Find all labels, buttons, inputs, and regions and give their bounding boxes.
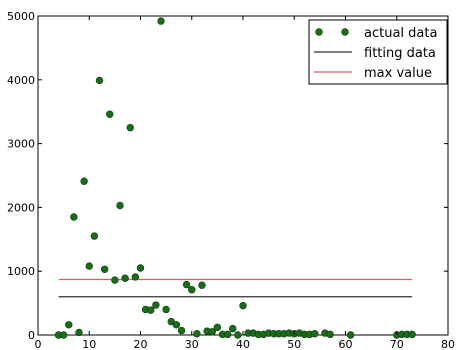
y-tick-label: 3000	[7, 138, 35, 151]
data-point	[95, 76, 104, 85]
x-tick-label: 20	[134, 338, 148, 350]
x-tick-label: 60	[339, 338, 353, 350]
data-point	[239, 301, 247, 310]
data-point	[346, 331, 355, 339]
data-point	[229, 324, 237, 333]
legend-label: fitting data	[364, 46, 436, 61]
data-point	[100, 265, 109, 273]
data-point	[213, 323, 222, 332]
data-point	[408, 330, 416, 339]
data-point	[65, 321, 73, 329]
x-axis: 0 10 20 30 40 50 60 70 80	[35, 16, 455, 350]
y-tick-label: 1000	[7, 265, 35, 278]
legend-label: max value	[364, 66, 432, 81]
data-point	[188, 286, 196, 294]
y-tick-label: 5000	[7, 10, 35, 23]
data-point	[234, 331, 242, 339]
data-point	[311, 330, 319, 338]
data-point	[162, 305, 170, 314]
data-point	[326, 330, 334, 339]
data-point	[157, 17, 165, 25]
data-point	[177, 326, 186, 335]
data-point	[90, 232, 99, 240]
data-point	[121, 274, 129, 282]
x-tick-label: 40	[236, 338, 250, 350]
x-tick-label: 10	[82, 338, 96, 350]
data-point	[172, 321, 181, 329]
data-point	[126, 123, 134, 132]
data-point	[147, 306, 155, 314]
x-tick-label: 30	[185, 338, 199, 350]
data-point	[208, 328, 216, 336]
data-point	[70, 213, 78, 221]
legend-marker	[315, 28, 323, 36]
data-point	[80, 177, 88, 185]
legend-items: actual data fitting data max value	[314, 26, 437, 81]
y-tick-label: 4000	[7, 74, 35, 87]
legend-label: actual data	[364, 26, 437, 41]
y-tick-label: 0	[28, 329, 35, 342]
data-point	[152, 301, 160, 309]
data-point	[223, 330, 232, 339]
data-point	[116, 201, 124, 210]
x-tick-label: 80	[441, 338, 455, 350]
data-point	[136, 264, 145, 272]
data-point	[75, 328, 83, 337]
legend-marker	[341, 28, 349, 36]
legend: actual data fitting data max value	[308, 19, 448, 85]
y-tick-label: 2000	[7, 201, 35, 214]
series-layer	[54, 17, 416, 339]
data-point	[193, 330, 201, 338]
data-point	[198, 281, 206, 289]
data-point	[85, 262, 93, 270]
y-axis: 0 1000 2000 3000 4000 5000	[7, 10, 448, 342]
data-point	[131, 273, 140, 281]
data-point	[111, 276, 119, 284]
x-tick-label: 0	[35, 338, 42, 350]
x-tick-label: 70	[390, 338, 404, 350]
data-point	[182, 280, 191, 289]
data-point	[59, 331, 68, 339]
data-point	[106, 110, 114, 118]
x-tick-label: 50	[287, 338, 301, 350]
